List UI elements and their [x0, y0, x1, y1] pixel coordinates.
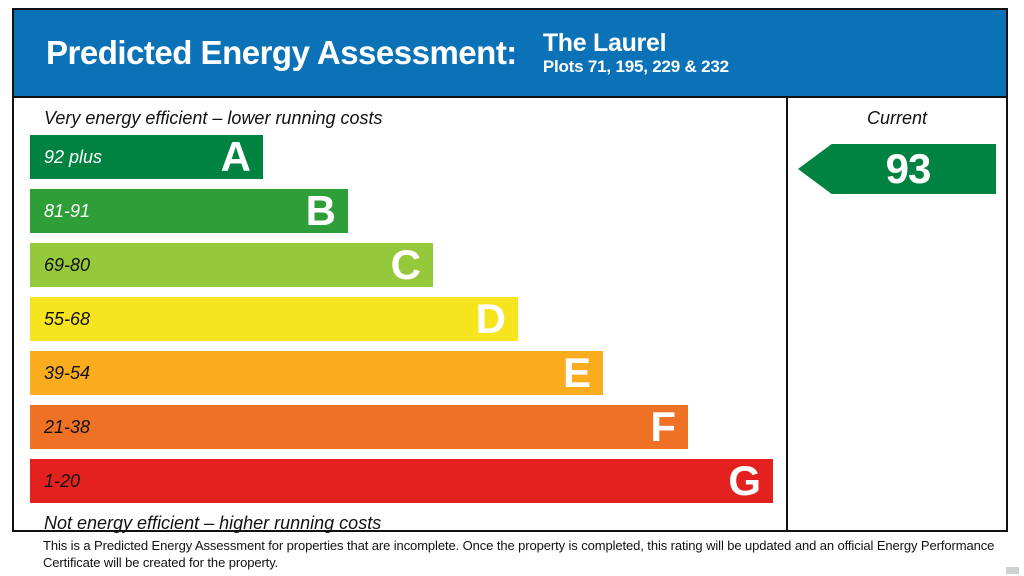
epc-band-b: 81-91 B	[30, 189, 348, 233]
epc-band-g: 1-20 G	[30, 459, 773, 503]
current-rating-arrow: 93	[798, 144, 996, 194]
band-range-label: 55-68	[44, 308, 91, 329]
epc-bands-area: Very energy efficient – lower running co…	[14, 98, 786, 533]
band-letter: G	[728, 457, 761, 504]
band-range-label: 92 plus	[44, 146, 103, 167]
band-letter: B	[305, 187, 336, 234]
property-info: The Laurel Plots 71, 195, 229 & 232	[543, 29, 729, 77]
header-banner: Predicted Energy Assessment: The Laurel …	[12, 8, 1008, 96]
band-range-label: 21-38	[44, 416, 91, 437]
band-letter: C	[390, 241, 421, 288]
epc-band-d: 55-68 D	[30, 297, 518, 341]
epc-chart: Very energy efficient – lower running co…	[12, 96, 1008, 533]
bottom-scale-label: Not energy efficient – higher running co…	[44, 513, 382, 533]
disclaimer-text: This is a Predicted Energy Assessment fo…	[43, 538, 995, 571]
disclaimer-line-1: This is a Predicted Energy Assessment fo…	[43, 538, 995, 553]
top-scale-label: Very energy efficient – lower running co…	[44, 108, 383, 128]
epc-bands: 92 plus A 81-91 B 69-80 C 55-68 D 39-54 E 21-38 F 1-…	[14, 135, 786, 503]
band-range-label: 81-91	[44, 200, 91, 221]
band-range-label: 1-20	[44, 470, 81, 491]
page-title: Predicted Energy Assessment:	[46, 34, 517, 71]
epc-band-e: 39-54 E	[30, 351, 603, 395]
band-letter: E	[562, 349, 591, 396]
band-letter: A	[220, 133, 251, 180]
band-range-label: 69-80	[44, 254, 91, 275]
current-rating-column: Current 93	[786, 98, 1006, 530]
band-letter: D	[475, 295, 506, 342]
band-range-label: 39-54	[44, 362, 91, 383]
current-column-header: Current	[866, 108, 928, 128]
property-plots: Plots 71, 195, 229 & 232	[542, 57, 729, 76]
epc-band-c: 69-80 C	[30, 243, 433, 287]
epc-band-a: 92 plus A	[30, 135, 263, 179]
epc-band-f: 21-38 F	[30, 405, 688, 449]
band-letter: F	[650, 403, 676, 450]
property-name: The Laurel	[542, 29, 667, 57]
disclaimer-line-2: Certificate will be created for the prop…	[43, 554, 279, 570]
page-corner-artifact	[1006, 567, 1019, 574]
current-rating-value: 93	[885, 145, 932, 192]
